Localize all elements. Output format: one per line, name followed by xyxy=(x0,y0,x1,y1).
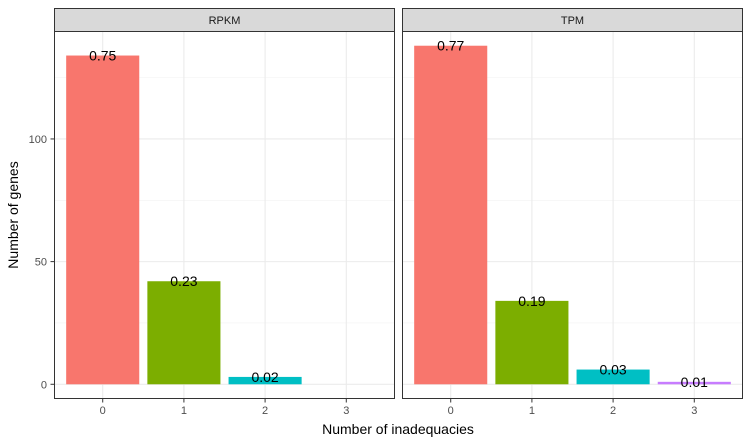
panel-border xyxy=(54,31,395,399)
bar-tpm-3 xyxy=(657,381,731,385)
panel-border xyxy=(402,31,743,399)
facet-strip-label: TPM xyxy=(561,15,584,27)
x-tick-label: 1 xyxy=(181,405,187,417)
x-tick-label: 3 xyxy=(691,405,697,417)
x-tick-label: 0 xyxy=(100,405,106,417)
x-tick-label: 2 xyxy=(262,405,268,417)
bar-rpkm-0 xyxy=(66,55,140,385)
y-tick-label: 50 xyxy=(35,257,47,269)
bar-rpkm-1 xyxy=(147,281,221,385)
bar-tpm-1 xyxy=(495,300,569,385)
data-label: 0.19 xyxy=(518,293,545,309)
x-axis-title: Number of inadequacies xyxy=(322,421,474,437)
x-tick-label: 3 xyxy=(343,405,349,417)
data-label: 0.77 xyxy=(437,38,464,54)
data-label: 0.23 xyxy=(170,273,197,289)
data-label: 0.03 xyxy=(599,362,626,378)
data-label: 0.75 xyxy=(89,48,116,64)
bar-tpm-2 xyxy=(576,369,650,385)
y-tick-label: 100 xyxy=(29,134,47,146)
data-label: 0.02 xyxy=(251,369,278,385)
y-axis-title: Number of genes xyxy=(5,161,21,268)
y-tick-label: 0 xyxy=(41,379,47,391)
data-label: 0.01 xyxy=(681,374,708,390)
facet-strip-label: RPKM xyxy=(209,15,241,27)
x-tick-label: 0 xyxy=(448,405,454,417)
bar-tpm-0 xyxy=(414,45,488,385)
x-tick-label: 2 xyxy=(610,405,616,417)
x-tick-label: 1 xyxy=(529,405,535,417)
bar-rpkm-2 xyxy=(228,376,302,385)
